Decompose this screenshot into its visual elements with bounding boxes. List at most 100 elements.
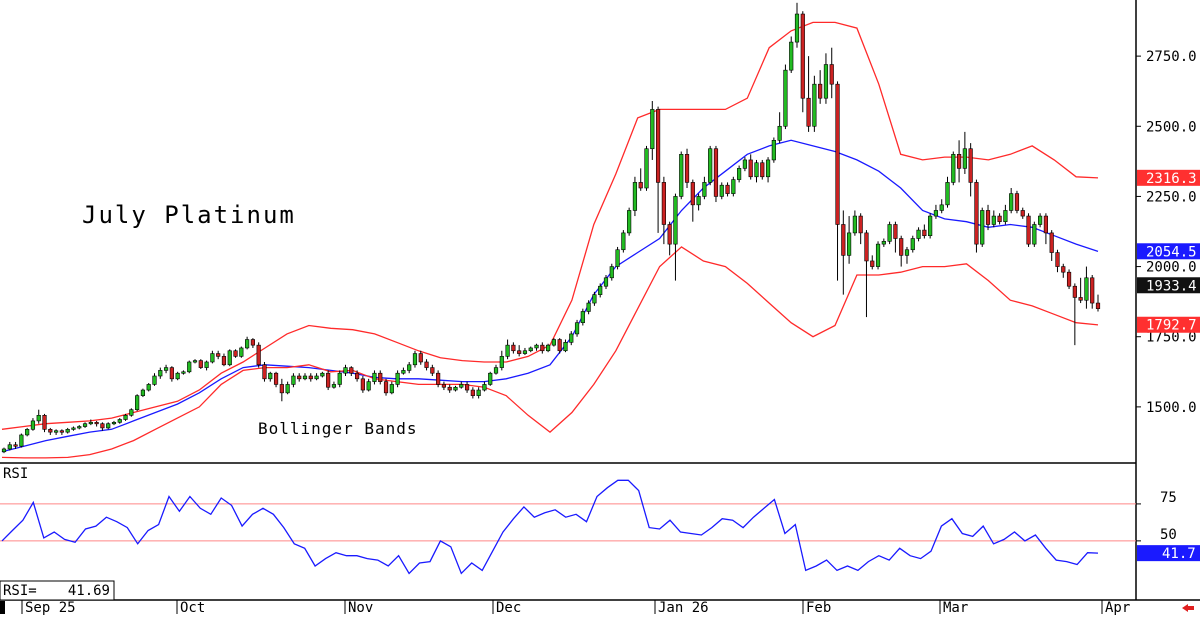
candle-body — [88, 422, 93, 425]
candle — [221, 353, 227, 367]
rsi-panel-title: RSI — [3, 466, 28, 482]
candle — [297, 373, 302, 382]
candle-body — [592, 294, 597, 304]
candle-body — [204, 361, 209, 368]
candle — [372, 370, 377, 385]
candle-body — [19, 434, 24, 447]
candle-body — [297, 375, 302, 380]
candle — [632, 176, 638, 217]
candle — [985, 204, 991, 231]
scroll-right-arrow-icon[interactable] — [1182, 604, 1194, 612]
candle — [175, 371, 180, 381]
candle — [418, 350, 423, 365]
candle-body — [991, 215, 996, 225]
candle — [875, 241, 881, 270]
candle-body — [111, 422, 117, 425]
value-tag-box — [1137, 277, 1200, 294]
candle — [71, 426, 76, 431]
candle-body — [175, 372, 180, 380]
candle — [273, 371, 279, 388]
candle-body — [395, 372, 400, 385]
candle — [586, 300, 591, 315]
candle-body — [644, 148, 649, 189]
candle — [719, 182, 724, 200]
candle-body — [1043, 215, 1048, 234]
value-tag-box — [1137, 169, 1200, 186]
candle-body — [661, 182, 666, 225]
candle — [962, 131, 967, 174]
candle-body — [598, 285, 603, 295]
candle — [233, 349, 238, 358]
candle-body — [441, 384, 447, 388]
candle — [997, 213, 1002, 225]
candle-body — [980, 210, 985, 245]
candle — [1038, 213, 1043, 228]
candle — [192, 359, 198, 364]
candle — [661, 176, 666, 245]
candle — [430, 364, 435, 377]
candle — [59, 429, 64, 435]
candle-body — [366, 381, 371, 391]
candle-body — [343, 367, 348, 374]
candle-body — [887, 224, 892, 242]
candle-body — [117, 419, 122, 423]
candle — [517, 345, 522, 357]
candle-body — [25, 429, 30, 436]
candle — [806, 56, 811, 132]
candle-body — [268, 372, 273, 380]
candle-body — [412, 353, 418, 366]
candle — [320, 371, 325, 378]
candle — [713, 145, 719, 203]
candle — [464, 381, 470, 393]
candle-body — [985, 210, 991, 225]
candle-body — [858, 215, 863, 234]
candle — [88, 419, 93, 426]
candle-body — [655, 109, 661, 183]
candle-body — [928, 215, 933, 237]
candle — [383, 378, 389, 396]
candle-body — [1055, 252, 1060, 267]
candle — [326, 370, 331, 391]
candle — [210, 350, 215, 364]
candle-body — [308, 375, 313, 380]
candle — [360, 376, 365, 393]
rsi-reference-lines — [0, 503, 1136, 542]
candle-body — [7, 444, 12, 450]
candle — [847, 216, 852, 264]
candle-body — [42, 414, 47, 430]
candle — [603, 274, 609, 290]
candle — [534, 343, 539, 351]
candle-body — [1090, 277, 1095, 304]
candle-body — [731, 179, 736, 194]
candle-body — [372, 372, 377, 382]
candle-body — [627, 210, 632, 234]
candle — [945, 176, 950, 208]
candle — [349, 366, 354, 377]
candle-body — [227, 350, 232, 366]
price-y-axis: 2750.0 2500.0 2250.0 2000.0 1750.0 1500.0 — [1136, 49, 1197, 416]
candle-body — [36, 414, 41, 422]
candle — [94, 420, 99, 427]
rsi-tag-box — [1137, 545, 1200, 562]
candle-body — [997, 215, 1002, 222]
candle-body — [198, 360, 203, 368]
value-tag-label: 1933.4 — [1146, 278, 1197, 294]
candle-body — [1032, 224, 1037, 245]
candle-body — [291, 375, 296, 385]
candle-body — [794, 13, 800, 43]
candle-body — [140, 389, 146, 396]
candle-body — [748, 159, 753, 178]
candle-body — [719, 184, 724, 197]
candle — [152, 373, 157, 386]
candle-body — [30, 420, 36, 430]
candle-body — [852, 215, 857, 234]
rsi-tick-label: 75 — [1160, 490, 1177, 506]
candle — [748, 154, 753, 180]
candle — [852, 210, 857, 236]
candle-body — [488, 372, 493, 385]
scroll-left-marker[interactable] — [0, 601, 5, 614]
candlestick-series — [1, 2, 1101, 454]
candle-body — [1038, 215, 1043, 225]
candle-body — [100, 423, 105, 429]
candle-body — [870, 260, 875, 267]
